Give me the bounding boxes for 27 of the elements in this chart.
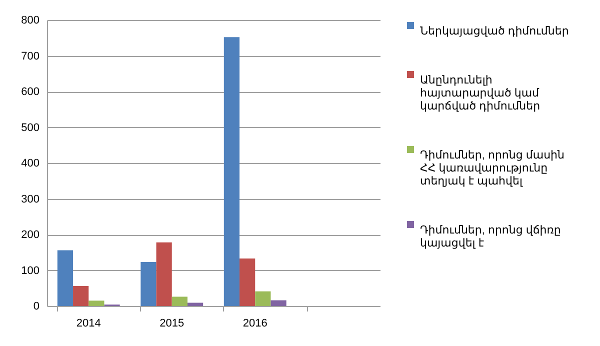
y-tick-label: 400	[21, 158, 40, 170]
bar	[156, 242, 172, 306]
bar	[140, 262, 156, 306]
x-tick-label: 2016	[242, 318, 268, 330]
bar	[88, 300, 104, 306]
bar	[73, 286, 89, 306]
y-tick-label: 200	[21, 229, 40, 241]
bar	[240, 258, 256, 306]
y-tick-label: 0	[33, 300, 40, 312]
legend-label: Դիմումներ, որոնց մասին ՀՀ կառավարությունը տեղյակ է պահվել	[420, 150, 564, 188]
bar	[57, 250, 74, 306]
y-tick-label: 500	[21, 122, 40, 134]
bar	[187, 302, 204, 306]
y-tick-label: 600	[21, 86, 40, 98]
y-tick-label: 700	[21, 50, 40, 62]
x-tick-label: 2014	[76, 318, 101, 330]
bar	[270, 300, 286, 306]
legend-label: Ներկայացված դիմումներ	[420, 26, 569, 38]
x-tick-label: 2015	[160, 318, 184, 330]
y-tick-label: 800	[21, 14, 40, 26]
bar	[172, 296, 188, 306]
bar	[224, 37, 240, 306]
legend-label: Անընդունելի հայտարարված կամ կարճված դիմումներ	[420, 74, 540, 112]
y-tick-label: 300	[21, 193, 40, 206]
bar	[255, 291, 271, 306]
legend-label: Դիմումներ, որոնց վճիռը կայացվել է	[420, 224, 561, 250]
y-tick-label: 100	[21, 264, 40, 277]
